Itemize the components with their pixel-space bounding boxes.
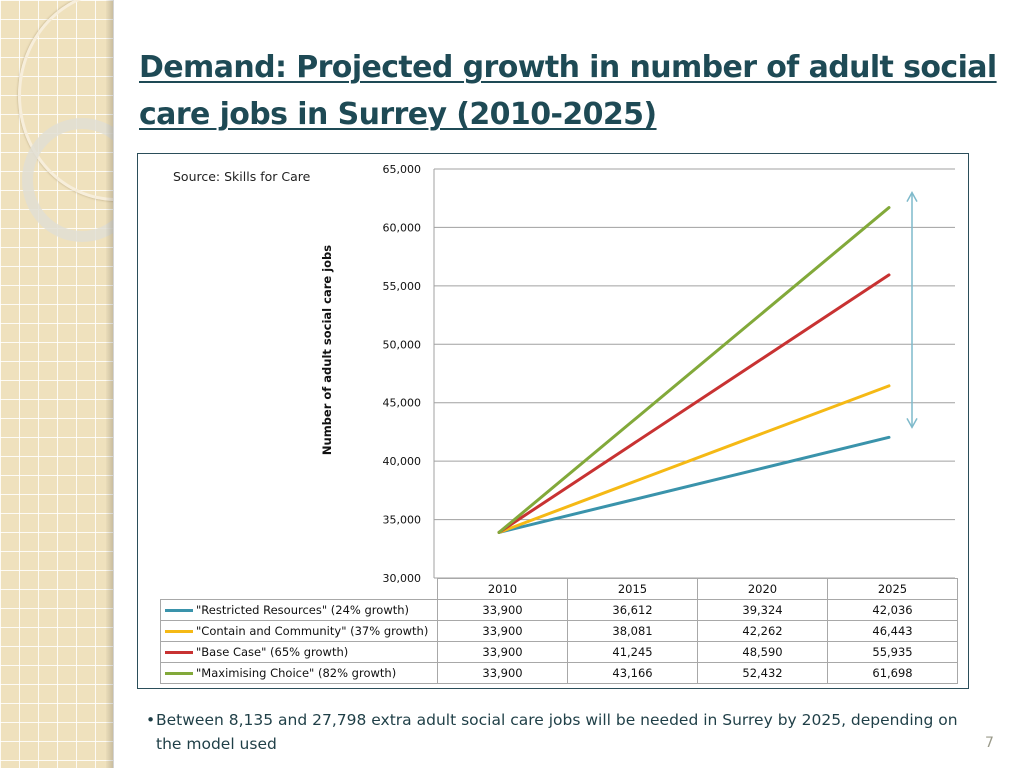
sidebar-shadow [106,0,114,768]
data-table: 2010 2015 2020 2025 "Restricted Resource… [160,578,958,684]
range-arrow-head-bottom [906,417,918,429]
table-cell: 42,262 [697,620,828,642]
table-cell: 42,036 [827,599,958,621]
table-row: "Base Case" (65% growth) 33,900 41,245 4… [160,641,958,663]
table-row: "Maximising Choice" (82% growth) 33,900 … [160,662,958,684]
sidebar-rings [0,0,113,768]
y-tick-label: 45,000 [383,397,422,410]
table-cell: 52,432 [697,662,828,684]
table-header-cell: 2025 [827,578,958,600]
table-cell: 33,900 [437,599,568,621]
table-cell: 33,900 [437,620,568,642]
legend-swatch [165,672,193,675]
y-tick-label: 40,000 [383,455,422,468]
y-tick-label: 55,000 [383,280,422,293]
table-cell: 33,900 [437,662,568,684]
table-header-cell: 2020 [697,578,828,600]
table-cell: 61,698 [827,662,958,684]
table-cell: 38,081 [567,620,698,642]
decorative-ring-small [22,118,113,242]
table-cell: 46,443 [827,620,958,642]
table-header-cell: 2010 [437,578,568,600]
y-tick-label: 60,000 [383,221,422,234]
series-line [497,384,891,534]
legend-entry-contain: "Contain and Community" (37% growth) [160,620,438,642]
y-tick-label: 50,000 [383,338,422,351]
legend-swatch [165,630,193,633]
series-line [497,435,891,534]
y-tick-label: 65,000 [383,163,422,176]
page-number: 7 [985,735,994,751]
legend-swatch [165,651,193,654]
table-corner [160,578,438,600]
table-cell: 43,166 [567,662,698,684]
table-cell: 36,612 [567,599,698,621]
source-note: Source: Skills for Care [173,169,311,184]
legend-label: "Maximising Choice" (82% growth) [196,666,397,680]
legend-entry-restricted: "Restricted Resources" (24% growth) [160,599,438,621]
range-arrow-head-top [906,191,918,202]
legend-entry-base: "Base Case" (65% growth) [160,641,438,663]
legend-label: "Base Case" (65% growth) [196,645,349,659]
legend-entry-maximising: "Maximising Choice" (82% growth) [160,662,438,684]
table-cell: 41,245 [567,641,698,663]
bullet-point: • Between 8,135 and 27,798 extra adult s… [146,708,986,756]
series-line [497,273,891,534]
table-cell: 39,324 [697,599,828,621]
table-cell: 55,935 [827,641,958,663]
legend-label: "Restricted Resources" (24% growth) [196,603,410,617]
table-cell: 48,590 [697,641,828,663]
legend-label: "Contain and Community" (37% growth) [196,624,429,638]
bullet-text: Between 8,135 and 27,798 extra adult soc… [156,711,958,753]
table-header-row: 2010 2015 2020 2025 [160,578,958,600]
table-cell: 33,900 [437,641,568,663]
bullet-marker: • [146,711,156,729]
table-header-cell: 2015 [567,578,698,600]
table-row: "Restricted Resources" (24% growth) 33,9… [160,599,958,621]
slide-title: Demand: Projected growth in number of ad… [139,50,997,132]
series-line [497,206,891,534]
table-row: "Contain and Community" (37% growth) 33,… [160,620,958,642]
y-tick-label: 35,000 [383,514,422,527]
legend-swatch [165,609,193,612]
